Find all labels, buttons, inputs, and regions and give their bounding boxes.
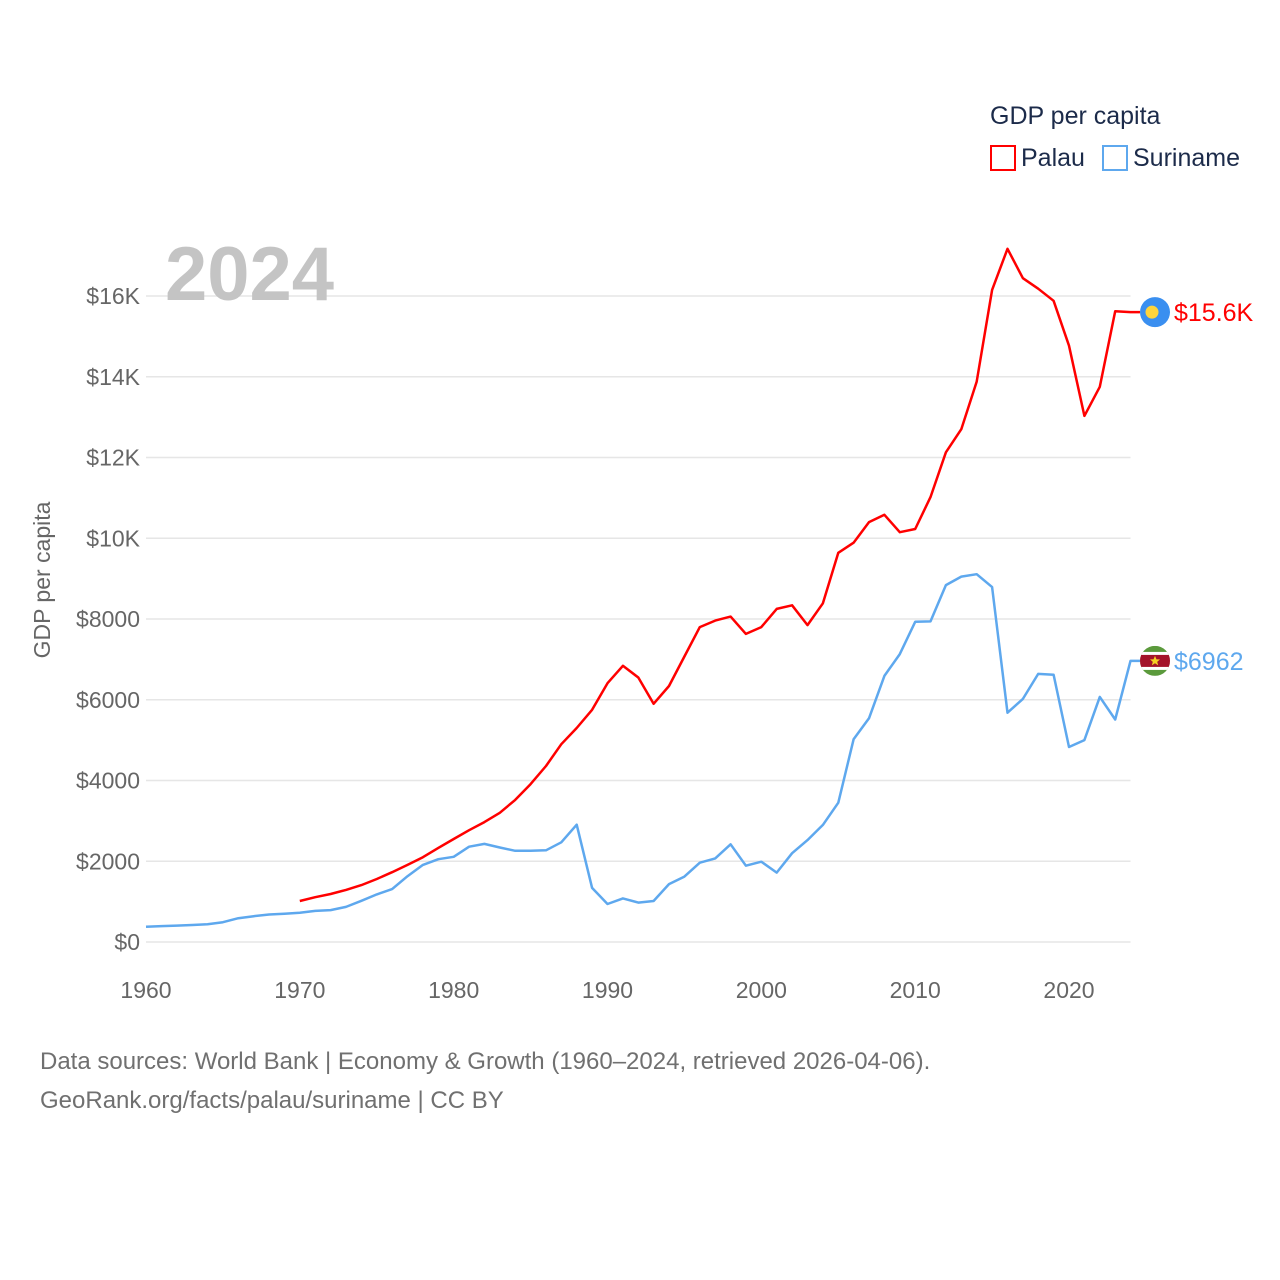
legend: GDP per capita Palau Suriname — [990, 102, 1240, 172]
attribution-link[interactable]: GeoRank.org/facts/palau/suriname | CC BY — [40, 1087, 504, 1114]
y-axis-ticks: $0 $2000 $4000 $6000 $8000 $10K $12K $14K $16K — [76, 283, 141, 955]
legend-item-palau[interactable]: Palau — [990, 144, 1085, 172]
x-tick-label: 2010 — [890, 977, 941, 1003]
series-line-palau — [299, 247, 1140, 903]
y-axis-label: GDP per capita — [29, 501, 55, 658]
x-tick-label: 2020 — [1043, 977, 1094, 1003]
x-tick-label: 2000 — [736, 977, 787, 1003]
series-end-markers: $15.6K $6962 — [1140, 297, 1254, 676]
legend-title: GDP per capita — [990, 102, 1161, 130]
legend-swatch-palau — [990, 145, 1016, 171]
year-overlay: 2024 — [165, 232, 334, 317]
legend-swatch-suriname — [1102, 145, 1128, 171]
data-source-text: Data sources: World Bank | Economy & Gro… — [40, 1048, 931, 1075]
x-tick-label: 1980 — [428, 977, 479, 1003]
y-tick-label: $0 — [114, 929, 140, 955]
x-axis-ticks: 1960 1970 1980 1990 2000 2010 2020 — [120, 977, 1094, 1003]
y-tick-label: $2000 — [76, 848, 140, 874]
footer: Data sources: World Bank | Economy & Gro… — [40, 1042, 930, 1120]
y-tick-label: $16K — [86, 283, 140, 309]
y-tick-label: $14K — [86, 364, 140, 390]
x-tick-label: 1960 — [120, 977, 171, 1003]
series-lines — [145, 247, 1140, 928]
end-value-label-palau: $15.6K — [1174, 299, 1254, 327]
legend-label-palau: Palau — [1021, 144, 1085, 172]
legend-label-suriname: Suriname — [1133, 144, 1240, 172]
y-tick-label: $6000 — [76, 687, 140, 713]
suriname-flag-icon — [1140, 645, 1170, 676]
end-value-label-suriname: $6962 — [1174, 648, 1244, 676]
y-tick-label: $4000 — [76, 768, 140, 794]
legend-item-suriname[interactable]: Suriname — [1102, 144, 1240, 172]
gridlines — [146, 295, 1131, 943]
palau-flag-icon — [1140, 297, 1170, 328]
y-tick-label: $10K — [86, 525, 140, 551]
x-tick-label: 1970 — [274, 977, 325, 1003]
y-tick-label: $8000 — [76, 606, 140, 632]
series-line-suriname — [145, 572, 1140, 928]
x-tick-label: 1990 — [582, 977, 633, 1003]
y-tick-label: $12K — [86, 445, 140, 471]
